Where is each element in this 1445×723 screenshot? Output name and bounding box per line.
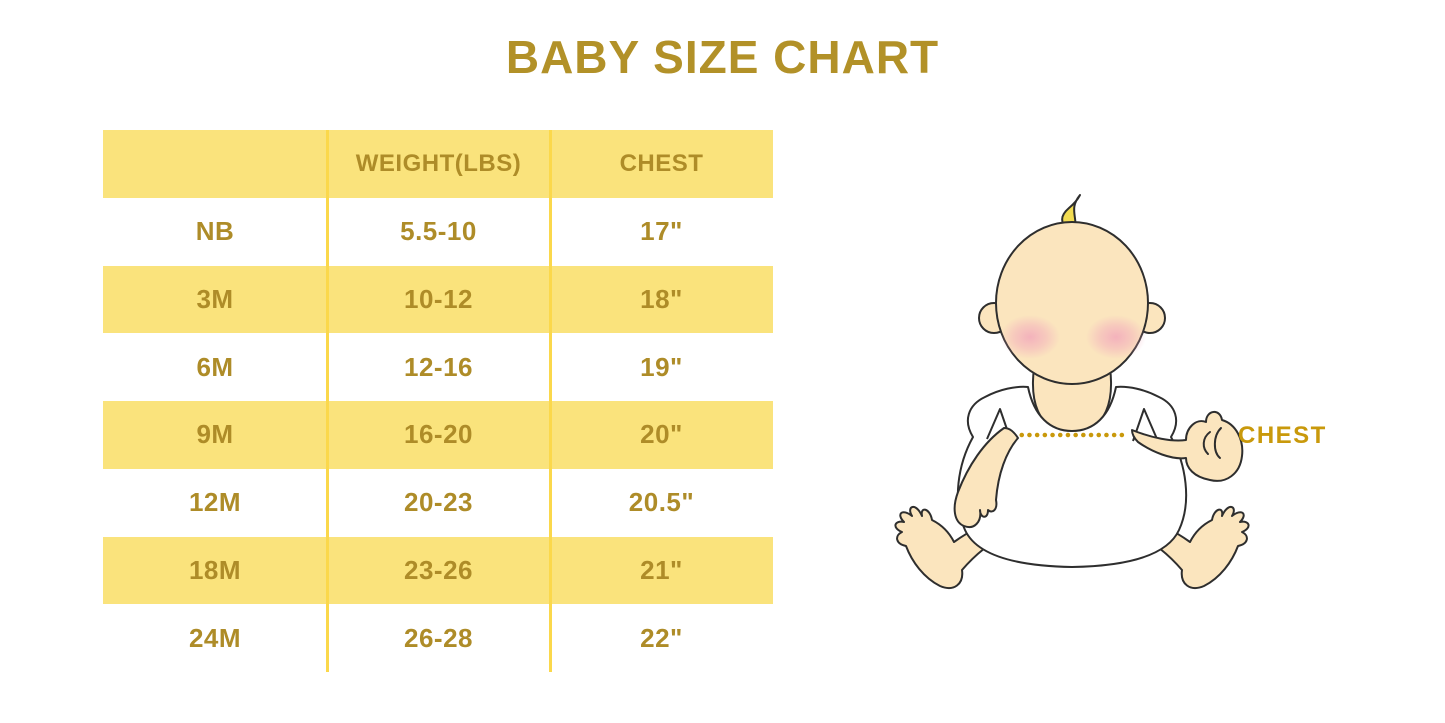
size-cell: 24M (103, 604, 327, 672)
size-cell: 12M (103, 468, 327, 537)
col-header-2: CHEST (550, 130, 773, 198)
weight-cell: 23-26 (327, 536, 550, 605)
chest-measure-label: CHEST (1238, 422, 1327, 449)
baby-blush-left (1000, 315, 1060, 359)
weight-cell: 12-16 (327, 333, 550, 401)
chest-cell: 19" (550, 333, 773, 401)
size-cell: 3M (103, 265, 327, 334)
chest-cell: 22" (550, 604, 773, 672)
baby-sitting-icon (894, 194, 1250, 589)
chest-cell: 18" (550, 265, 773, 334)
chest-cell: 20" (550, 401, 773, 469)
baby-head (995, 221, 1149, 385)
weight-cell: 16-20 (327, 401, 550, 469)
weight-cell: 5.5-10 (327, 197, 550, 266)
sleeve-notch-right (1132, 408, 1158, 442)
weight-cell: 26-28 (327, 604, 550, 672)
size-cell: NB (103, 197, 327, 266)
size-cell: 6M (103, 333, 327, 401)
page-title: BABY SIZE CHART (505, 31, 940, 83)
chest-cell: 20.5" (550, 468, 773, 537)
fist-knuckle-lines (1202, 427, 1222, 459)
column-divider-1 (325, 130, 329, 672)
size-cell: 18M (103, 536, 327, 605)
chest-cell: 21" (550, 536, 773, 605)
baby-arm-right-fist (1131, 411, 1244, 482)
column-divider-2 (548, 130, 552, 672)
baby-size-table: WEIGHT(LBS) CHEST NB 5.5-10 17" 3M 10-12 18" 6M 1… (103, 130, 773, 672)
baby-blush-right (1086, 315, 1146, 359)
col-header-0 (103, 130, 327, 198)
chest-cell: 17" (550, 197, 773, 266)
weight-cell: 20-23 (327, 468, 550, 537)
size-cell: 9M (103, 401, 327, 469)
weight-cell: 10-12 (327, 265, 550, 334)
baby-arm-left (953, 427, 1019, 528)
col-header-1: WEIGHT(LBS) (327, 130, 550, 198)
